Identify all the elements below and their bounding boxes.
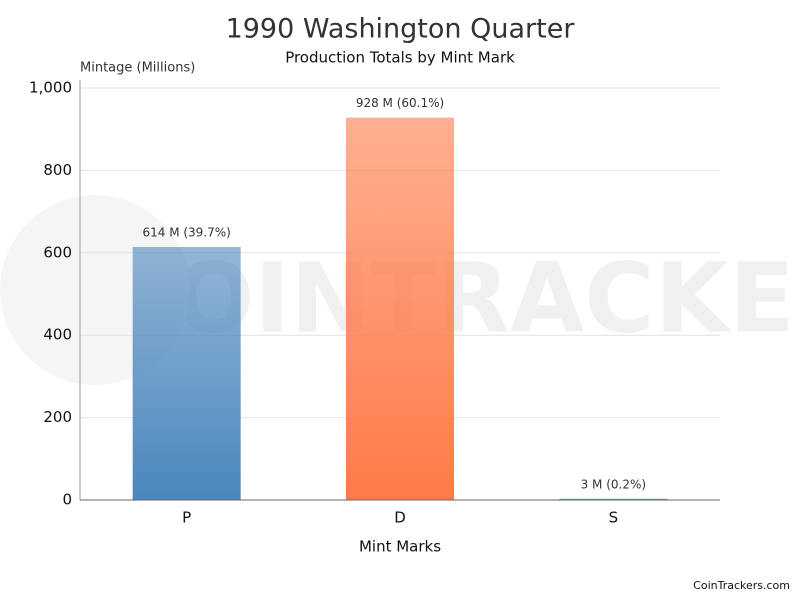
x-tick-label: P [182,509,191,527]
bar [132,247,241,500]
credit: CoinTrackers.com [693,579,790,592]
bar [346,117,454,500]
y-tick-label: 200 [43,408,72,426]
x-tick-label: S [609,509,619,527]
data-label: 928 M (60.1%) [356,96,444,110]
y-tick-label: 400 [43,326,72,344]
y-tick-label: 800 [43,161,72,179]
y-tick-label: 0 [62,491,72,509]
x-axis-label: Mint Marks [359,538,441,556]
chart-title: 1990 Washington Quarter [226,14,576,45]
y-axis-label: Mintage (Millions) [80,61,195,76]
bar [559,498,668,500]
chart-subtitle: Production Totals by Mint Mark [285,49,515,67]
data-label: 3 M (0.2%) [581,477,646,491]
y-tick-label: 1,000 [29,79,72,97]
y-tick-label: 600 [43,243,72,261]
data-label: 614 M (39.7%) [142,226,230,240]
x-tick-label: D [394,509,406,527]
